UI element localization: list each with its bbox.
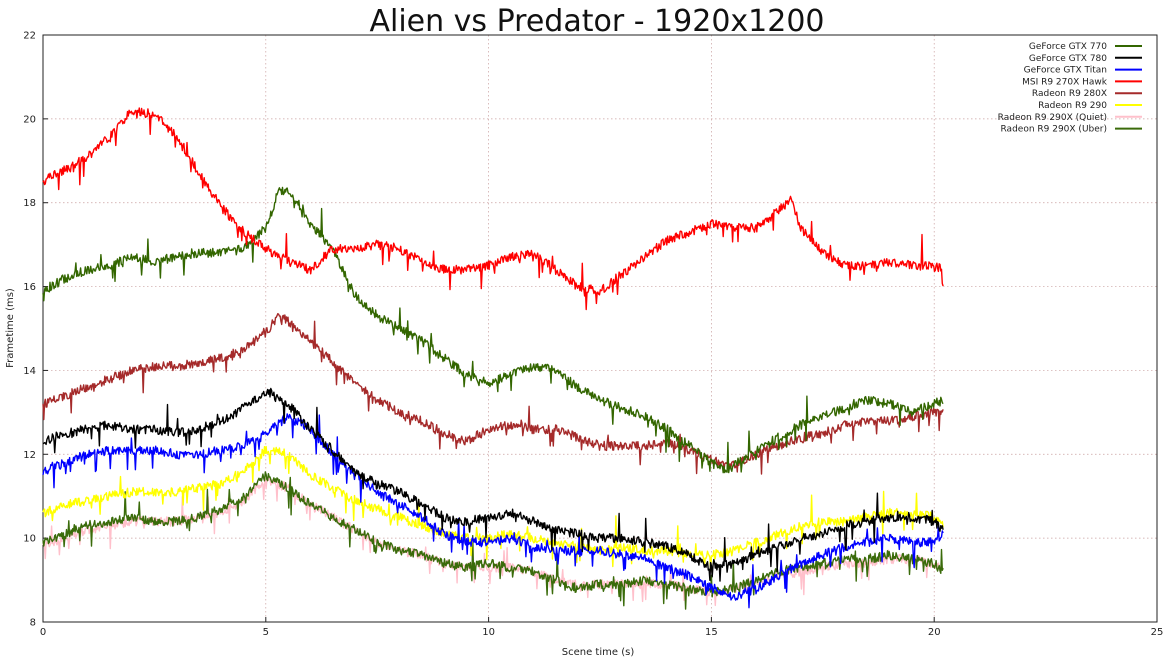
series-line-geforce-gtx-770 [42,186,944,474]
y-tick-label: 10 [23,534,36,545]
chart-title: Alien vs Predator - 1920x1200 [369,4,824,39]
legend-label: Radeon R9 290X (Uber) [1001,125,1108,135]
legend-label: Radeon R9 280X [1032,89,1107,99]
legend-label: Radeon R9 290X (Quiet) [998,113,1107,123]
y-tick-label: 20 [23,114,36,125]
legend-label: Radeon R9 290 [1038,101,1107,111]
series-line-msi-r9-270x-hawk [42,107,944,311]
legend-label: MSI R9 270X Hawk [1022,77,1108,87]
legend-label: GeForce GTX 770 [1029,42,1107,52]
x-tick-label: 15 [705,627,718,638]
legend-label: GeForce GTX 780 [1029,54,1107,64]
y-tick-label: 18 [23,198,36,209]
plot-frame [42,34,1158,623]
x-tick-label: 25 [1151,627,1164,638]
y-tick-label: 22 [23,31,36,42]
x-tick-label: 5 [263,627,269,638]
x-tick-label: 10 [482,627,495,638]
y-tick-label: 12 [23,450,36,461]
grid-layer [43,35,1157,622]
x-axis-label: Scene time (s) [562,647,635,658]
series-line-radeon-r9-290 [42,445,944,572]
y-axis-label: Frametime (ms) [5,288,16,368]
x-tick-label: 20 [928,627,941,638]
x-tick-label: 0 [40,627,46,638]
legend-label: GeForce GTX Titan [1024,66,1107,76]
legend: GeForce GTX 770 GeForce GTX 780 GeForce GT… [998,42,1142,135]
series-line-radeon-r9-280x [42,313,944,475]
series-line-geforce-gtx-780 [42,387,944,582]
y-tick-label: 8 [30,618,36,629]
y-tick-label: 14 [23,366,36,377]
series-layer [42,107,944,610]
ticks-layer: 0 5 10 15 20 25 8 10 12 14 16 18 20 22 [23,31,1163,639]
series-line-geforce-gtx-titan [42,413,944,609]
y-tick-label: 16 [23,282,36,293]
